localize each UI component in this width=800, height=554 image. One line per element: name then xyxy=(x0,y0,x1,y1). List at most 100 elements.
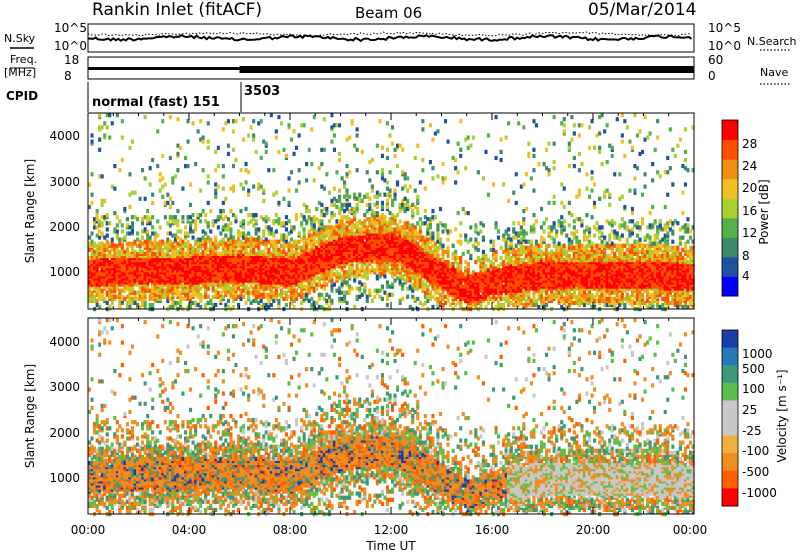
power-cell xyxy=(421,127,425,132)
power-cell xyxy=(123,235,127,240)
power-cell xyxy=(120,157,124,163)
power-cell xyxy=(206,121,210,126)
power-cell xyxy=(133,239,137,244)
power-cell xyxy=(264,219,268,224)
power-cell xyxy=(403,239,407,244)
power-cell xyxy=(514,243,518,248)
power-cell xyxy=(522,272,526,277)
power-cell xyxy=(476,272,480,277)
power-cell xyxy=(507,274,511,279)
power-cell xyxy=(340,206,344,212)
power-cell xyxy=(375,204,379,210)
power-cell xyxy=(95,247,99,252)
power-cell xyxy=(494,304,498,310)
power-cell xyxy=(385,227,389,232)
power-cell xyxy=(406,188,410,193)
power-cell xyxy=(151,288,155,293)
power-cell xyxy=(120,223,124,228)
power-cell xyxy=(201,139,205,144)
power-cell xyxy=(454,280,458,285)
power-cell xyxy=(105,239,109,244)
power-cell xyxy=(302,255,306,261)
power-cell xyxy=(247,286,251,291)
power-cell xyxy=(115,286,119,291)
power-cell xyxy=(259,155,263,161)
power-cell xyxy=(411,288,415,293)
power-cell xyxy=(221,243,225,248)
power-cell xyxy=(322,147,326,152)
power-cell xyxy=(166,243,170,248)
power-cell xyxy=(279,121,283,126)
power-cell xyxy=(332,123,336,128)
power-cell xyxy=(141,168,145,173)
power-cell xyxy=(489,264,493,269)
power-cell xyxy=(360,225,364,230)
power-cell xyxy=(151,225,155,230)
power-cell xyxy=(130,253,134,259)
power-cell xyxy=(292,274,296,279)
power-cell xyxy=(133,290,137,295)
power-cell xyxy=(343,184,347,189)
power-cell xyxy=(284,302,288,308)
power-cell xyxy=(229,186,233,191)
power-cell xyxy=(421,302,425,308)
power-cell xyxy=(310,302,314,308)
power-cell xyxy=(375,215,379,220)
power-cell xyxy=(391,215,395,220)
power-cell xyxy=(146,239,150,244)
power-cell xyxy=(292,129,296,134)
power-cell xyxy=(408,262,412,267)
power-cell xyxy=(191,288,195,293)
power-cell xyxy=(355,133,359,138)
power-cell xyxy=(355,127,359,132)
power-cell xyxy=(214,276,218,281)
power-cell xyxy=(486,296,490,301)
power-cell xyxy=(221,239,225,244)
power-cell xyxy=(411,294,415,299)
power-cell xyxy=(330,198,334,203)
power-cell xyxy=(426,270,430,275)
power-cell xyxy=(476,282,480,287)
power-cell xyxy=(312,178,316,183)
power-cell xyxy=(403,176,407,181)
power-cell xyxy=(320,241,324,246)
power-cell xyxy=(327,229,331,234)
power-cell xyxy=(130,296,134,301)
power-cell xyxy=(378,233,382,238)
power-cell xyxy=(436,302,440,308)
power-cell xyxy=(444,300,448,305)
power-cell xyxy=(262,274,266,279)
power-cell xyxy=(464,211,468,216)
power-cell xyxy=(504,239,508,244)
power-cell xyxy=(242,186,246,191)
power-cell xyxy=(411,215,415,220)
power-cell xyxy=(252,290,256,295)
power-cell xyxy=(307,298,311,303)
power-cell xyxy=(199,292,203,297)
power-cell xyxy=(486,286,490,291)
power-cell xyxy=(93,221,97,226)
power-cell xyxy=(388,268,392,273)
power-cell xyxy=(130,229,134,234)
power-cell xyxy=(522,258,526,263)
power-cell xyxy=(340,296,344,301)
power-cell xyxy=(408,204,412,210)
power-cell xyxy=(219,239,223,244)
power-cell xyxy=(130,139,134,144)
power-cell xyxy=(239,221,243,226)
power-cell xyxy=(391,227,395,232)
power-cell xyxy=(481,264,485,269)
power-cell xyxy=(128,231,132,236)
power-cell xyxy=(247,192,251,197)
power-cell xyxy=(411,227,415,232)
power-cell xyxy=(393,227,397,232)
power-cell xyxy=(391,213,395,218)
power-cell xyxy=(226,223,230,228)
power-cell xyxy=(282,296,286,301)
power-cell xyxy=(136,243,140,248)
power-cell xyxy=(211,249,215,254)
power-cell xyxy=(98,235,102,240)
power-cell xyxy=(196,237,200,242)
power-cell xyxy=(327,272,331,277)
power-cell xyxy=(466,270,470,275)
